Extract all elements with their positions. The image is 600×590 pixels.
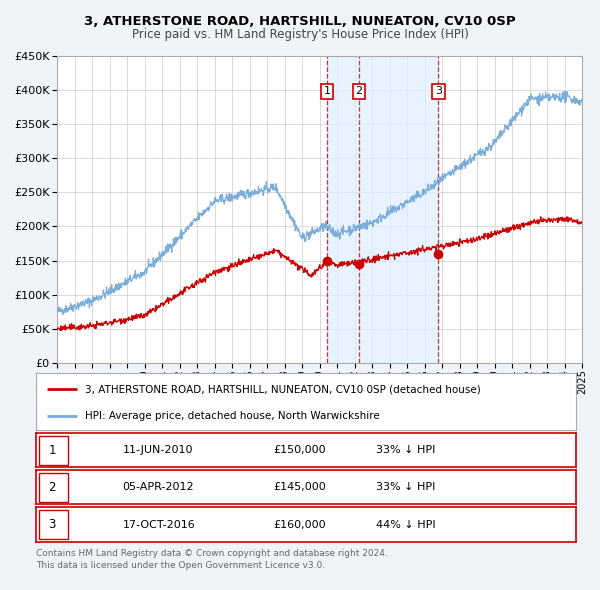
Text: 1: 1 [324,86,331,96]
Text: £145,000: £145,000 [274,483,326,492]
Text: 3: 3 [49,518,56,531]
Text: This data is licensed under the Open Government Licence v3.0.: This data is licensed under the Open Gov… [36,560,325,569]
Text: Price paid vs. HM Land Registry's House Price Index (HPI): Price paid vs. HM Land Registry's House … [131,28,469,41]
FancyBboxPatch shape [39,436,68,464]
Text: 33% ↓ HPI: 33% ↓ HPI [376,445,436,455]
Text: 2: 2 [355,86,362,96]
Text: 11-JUN-2010: 11-JUN-2010 [122,445,193,455]
FancyBboxPatch shape [39,510,68,539]
Text: HPI: Average price, detached house, North Warwickshire: HPI: Average price, detached house, Nort… [85,411,379,421]
Text: £150,000: £150,000 [274,445,326,455]
Text: 3, ATHERSTONE ROAD, HARTSHILL, NUNEATON, CV10 0SP: 3, ATHERSTONE ROAD, HARTSHILL, NUNEATON,… [84,15,516,28]
Text: 1: 1 [49,444,56,457]
Text: Contains HM Land Registry data © Crown copyright and database right 2024.: Contains HM Land Registry data © Crown c… [36,549,388,558]
Text: 3, ATHERSTONE ROAD, HARTSHILL, NUNEATON, CV10 0SP (detached house): 3, ATHERSTONE ROAD, HARTSHILL, NUNEATON,… [85,384,481,394]
Bar [327,56,439,363]
FancyBboxPatch shape [39,473,68,501]
Text: 33% ↓ HPI: 33% ↓ HPI [376,483,436,492]
Text: 17-OCT-2016: 17-OCT-2016 [122,520,195,529]
Text: 44% ↓ HPI: 44% ↓ HPI [376,520,436,529]
Text: 05-APR-2012: 05-APR-2012 [122,483,194,492]
Text: £160,000: £160,000 [274,520,326,529]
Text: 3: 3 [435,86,442,96]
Text: 2: 2 [49,481,56,494]
